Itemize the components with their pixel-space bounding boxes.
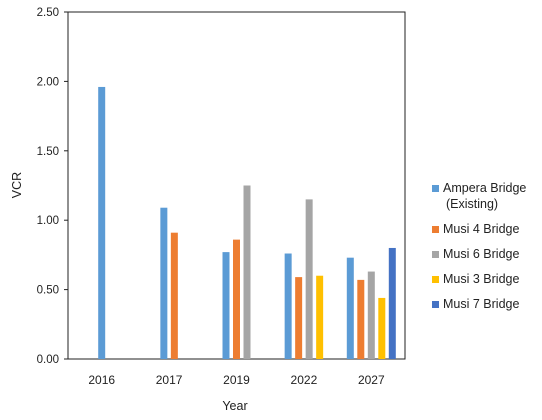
bar-2027-series-2: [357, 279, 365, 359]
bar-2019-series-3: [243, 185, 251, 359]
bar-2017-series-2: [170, 232, 178, 359]
legend-item: Musi 3 Bridge: [432, 271, 542, 287]
y-tick-label: 1.00: [37, 215, 59, 227]
y-tick-label: 0.50: [37, 285, 59, 297]
legend-item: Musi 4 Bridge: [432, 221, 542, 237]
legend-label: Musi 6 Bridge: [443, 247, 520, 261]
bar-2019-series-1: [222, 252, 230, 359]
y-tick-label: 2.00: [37, 76, 59, 88]
legend-label: Musi 4 Bridge: [443, 222, 520, 236]
bars-layer: [98, 86, 396, 359]
y-tick-label: 2.50: [37, 7, 59, 19]
bar-2022-series-1: [284, 253, 292, 359]
legend-label: Musi 3 Bridge: [443, 272, 520, 286]
bar-2022-series-3: [305, 199, 313, 359]
legend-swatch: [432, 301, 439, 308]
legend-swatch: [432, 251, 439, 258]
bar-2027-series-5: [388, 247, 396, 359]
bar-2027-series-4: [378, 297, 386, 359]
y-tick-label: 0.00: [37, 354, 59, 366]
legend-label: (Existing): [446, 197, 499, 211]
x-tick-label-2019: 2019: [223, 373, 250, 387]
x-axis-label: Year: [222, 399, 247, 413]
legend-item: Musi 6 Bridge: [432, 246, 542, 262]
x-tick-label-2016: 2016: [88, 373, 115, 387]
chart-legend: Ampera Bridge (Existing) Musi 4 Bridge Musi…: [432, 180, 542, 321]
bar-2027-series-1: [346, 257, 354, 359]
bar-2022-series-4: [316, 275, 324, 359]
legend-label: Ampera Bridge: [443, 181, 527, 195]
y-tick-labels: 0.00 0.50 1.00 1.50 2.00 2.50: [37, 7, 68, 366]
legend-label: Musi 7 Bridge: [443, 297, 520, 311]
x-tick-labels: 2016 2017 2019 2022 2027: [88, 373, 385, 387]
bar-2017-series-1: [160, 207, 168, 359]
x-tick-label-2022: 2022: [291, 373, 318, 387]
x-tick-label-2027: 2027: [358, 373, 385, 387]
x-tick-label-2017: 2017: [156, 373, 183, 387]
y-tick-label: 1.50: [37, 146, 59, 158]
bar-2022-series-2: [295, 277, 303, 359]
bar-2027-series-3: [367, 271, 375, 359]
legend-swatch: [432, 185, 439, 192]
bar-2019-series-2: [233, 239, 240, 359]
legend-item: Musi 7 Bridge: [432, 296, 542, 312]
y-axis-label: VCR: [10, 172, 24, 198]
bar-2016-series-1: [98, 86, 106, 359]
legend-swatch: [432, 226, 439, 233]
legend-swatch: [432, 276, 439, 283]
legend-item: Ampera Bridge (Existing): [432, 180, 542, 212]
